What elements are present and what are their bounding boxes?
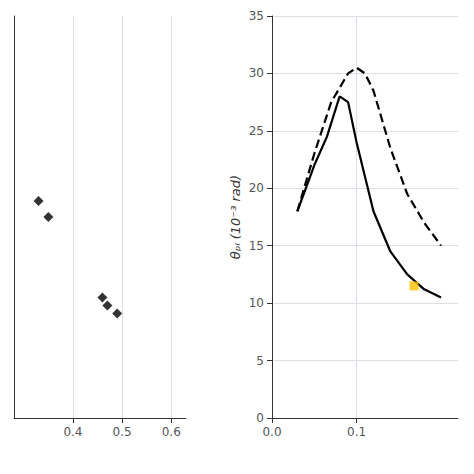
svg-text:5: 5 xyxy=(256,354,264,368)
svg-text:θₚₗ (10⁻³ rad): θₚₗ (10⁻³ rad) xyxy=(228,175,243,259)
svg-text:30: 30 xyxy=(249,66,264,80)
svg-text:0.5: 0.5 xyxy=(113,425,132,439)
svg-text:0.0: 0.0 xyxy=(262,425,281,439)
svg-text:0: 0 xyxy=(256,411,264,425)
svg-text:25: 25 xyxy=(249,124,264,138)
svg-text:0.1: 0.1 xyxy=(347,425,366,439)
svg-text:35: 35 xyxy=(249,9,264,23)
svg-text:15: 15 xyxy=(249,239,264,253)
svg-text:0.6: 0.6 xyxy=(162,425,181,439)
svg-text:10: 10 xyxy=(249,296,264,310)
svg-text:20: 20 xyxy=(249,181,264,195)
svg-text:0.4: 0.4 xyxy=(63,425,82,439)
